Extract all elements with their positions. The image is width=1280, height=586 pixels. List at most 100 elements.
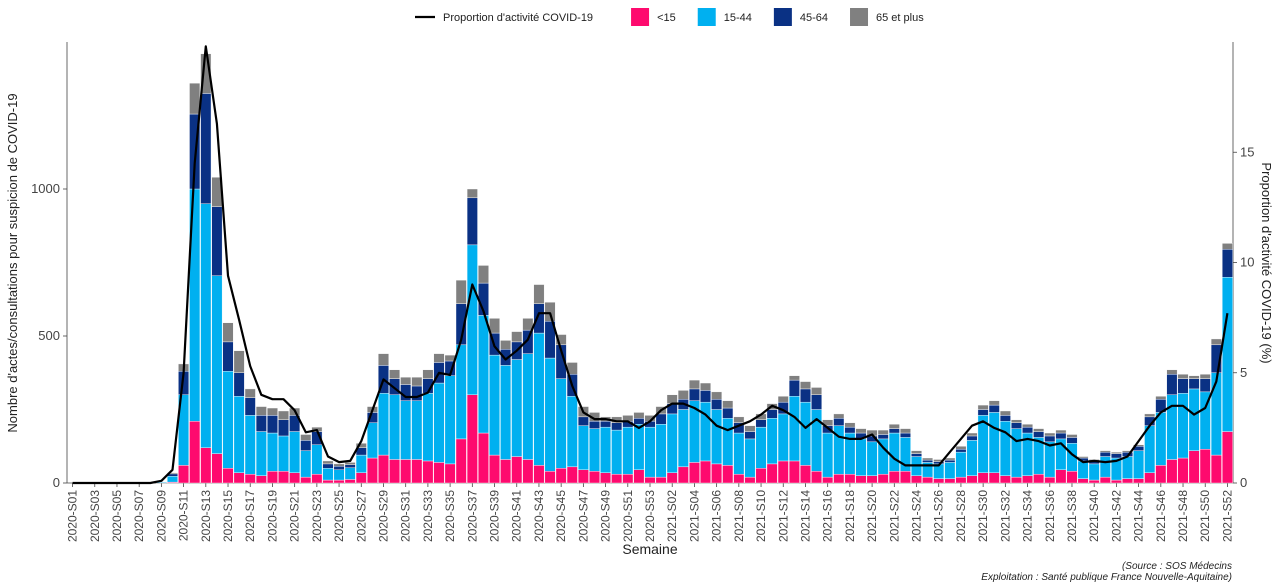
source-note: (Source : SOS Médecins — [1122, 561, 1232, 572]
bar-segment — [533, 284, 545, 304]
bar-segment — [1110, 451, 1122, 454]
bar-segment — [833, 473, 845, 484]
x-tick-label: 2020-S37 — [465, 490, 479, 542]
bar-segment — [478, 315, 489, 434]
bar-segment — [666, 413, 678, 473]
bar-segment — [877, 473, 889, 484]
legend-label: 65 et plus — [876, 12, 924, 24]
bar-segment — [1099, 450, 1111, 453]
bar-segment — [378, 454, 389, 484]
bar-segment — [1222, 431, 1233, 484]
bar-segment — [966, 432, 978, 437]
bar-segment — [1166, 459, 1178, 484]
bar-segment — [278, 419, 289, 437]
bar-segment — [955, 446, 967, 450]
bar-segment — [1011, 476, 1022, 484]
x-tick-label: 2020-S25 — [332, 490, 346, 542]
bar-segment — [611, 473, 623, 484]
bar-segment — [822, 432, 834, 478]
x-tick-label: 2021-S36 — [1043, 490, 1057, 542]
bar-segment — [466, 197, 478, 246]
bar-segment — [344, 462, 356, 465]
bar-segment — [788, 460, 800, 484]
bar-segment — [999, 415, 1011, 422]
bar-segment — [1199, 374, 1211, 379]
bar-segment — [600, 472, 612, 484]
bar-segment — [200, 203, 212, 448]
y-tick-label: 1000 — [31, 181, 60, 196]
x-tick-label: 2021-S06 — [710, 490, 724, 542]
bar-segment — [1099, 476, 1111, 484]
bar-segment — [1110, 453, 1122, 459]
x-axis-title: Semaine — [622, 541, 677, 557]
bar-segment — [444, 463, 456, 484]
bar-segment — [977, 472, 989, 484]
bar-segment — [888, 424, 900, 429]
bar-segment — [233, 396, 245, 473]
x-tick-label: 2021-S22 — [887, 490, 901, 542]
bar-segment — [822, 476, 834, 484]
bar-segment — [622, 426, 634, 475]
bar-segment — [333, 479, 345, 484]
bar-segment — [777, 413, 789, 462]
bar-segment — [300, 440, 312, 451]
bar-segment — [666, 472, 678, 484]
bar-segment — [333, 466, 345, 470]
bar-segment — [888, 428, 900, 434]
bar-segment — [1144, 425, 1156, 473]
bar-segment — [1055, 432, 1067, 440]
bar-segment — [555, 378, 567, 469]
bar-segment — [988, 472, 1000, 484]
y2-tick-label: 5 — [1240, 365, 1247, 380]
bar-segment — [1099, 456, 1111, 478]
bar-segment — [866, 475, 878, 484]
bar-segment — [1144, 472, 1156, 484]
bar-segment — [1033, 473, 1045, 484]
bar-segment — [455, 344, 467, 440]
bar-segment — [289, 431, 301, 473]
legend-label: <15 — [657, 12, 676, 24]
x-tick-label: 2020-S43 — [532, 490, 546, 542]
bar-segment — [1022, 475, 1033, 484]
bar-segment — [589, 471, 600, 484]
bar-segment — [766, 463, 778, 484]
bar-segment — [500, 365, 512, 460]
bar-segment — [1133, 444, 1145, 447]
bar-segment — [633, 424, 645, 470]
bar-segment — [844, 426, 856, 434]
x-tick-label: 2021-S52 — [1220, 490, 1234, 542]
bar-segment — [655, 476, 667, 484]
bar-segment — [577, 425, 589, 470]
bar-segment — [1222, 243, 1233, 250]
bar-segment — [366, 457, 378, 484]
x-tick-label: 2021-S02 — [665, 490, 679, 542]
x-tick-label: 2021-S38 — [1065, 490, 1079, 542]
bar-segment — [233, 372, 245, 397]
bar-segment — [644, 426, 656, 478]
legend-key — [773, 8, 792, 26]
bar-segment — [633, 418, 645, 425]
bar-segment — [711, 391, 723, 400]
bar-segment — [922, 459, 934, 463]
bar-segment — [999, 410, 1011, 416]
bar-segment — [589, 421, 600, 429]
bar-segment — [811, 387, 822, 396]
bar-segment — [466, 244, 478, 396]
bar-segment — [267, 432, 278, 472]
y2-tick-label: 0 — [1240, 475, 1247, 490]
bar-segment — [1166, 374, 1178, 396]
bar-segment — [1177, 393, 1189, 459]
bar-segment — [899, 471, 911, 484]
bar-segment — [933, 478, 945, 484]
bar-segment — [422, 393, 434, 462]
bar-segment — [633, 412, 645, 419]
bar-segment — [233, 350, 245, 373]
bar-segment — [522, 459, 534, 484]
x-tick-label: 2020-S17 — [243, 490, 257, 542]
bar-segment — [344, 464, 356, 468]
bar-segment — [222, 371, 234, 469]
bar-segment — [999, 421, 1011, 476]
bar-segment — [411, 376, 423, 387]
x-tick-label: 2020-S35 — [443, 490, 457, 542]
x-tick-label: 2021-S26 — [932, 490, 946, 542]
